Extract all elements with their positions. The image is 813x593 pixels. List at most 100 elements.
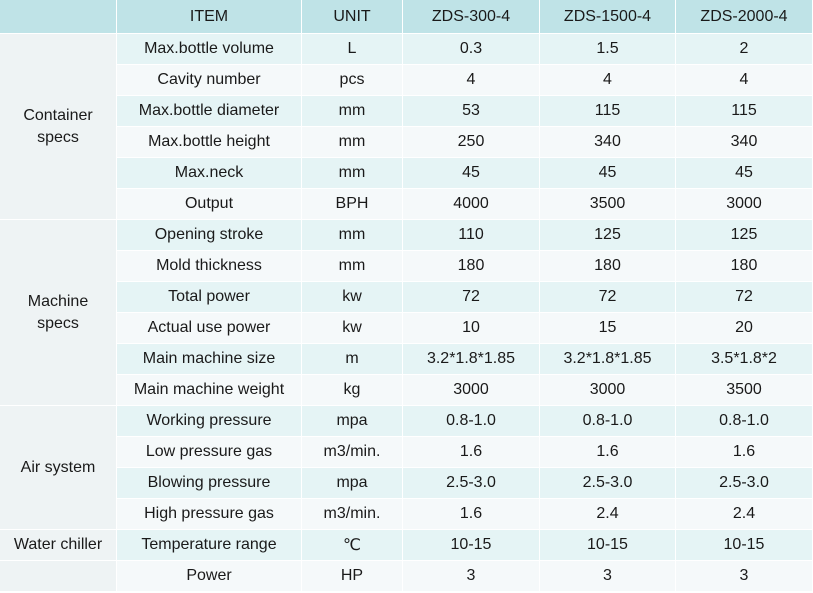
- table-row: Mold thickness mm 180 180 180: [0, 251, 813, 282]
- value-cell: 115: [676, 96, 813, 127]
- unit-cell: mpa: [302, 406, 403, 437]
- unit-cell: mm: [302, 220, 403, 251]
- unit-cell: L: [302, 34, 403, 65]
- value-cell: 180: [676, 251, 813, 282]
- value-cell: 3: [403, 561, 540, 592]
- header-model: ZDS-1500-4: [540, 0, 676, 34]
- item-cell: Mold thickness: [117, 251, 302, 282]
- unit-cell: ℃: [302, 530, 403, 561]
- value-cell: 0.8-1.0: [676, 406, 813, 437]
- table-row: Machine specs Opening stroke mm 110 125 125: [0, 220, 813, 406]
- value-cell: 3000: [403, 375, 540, 406]
- value-cell: 0.8-1.0: [540, 406, 676, 437]
- table-row: Container specs Max.bottle volume L 0.3 1.5 2: [0, 34, 813, 220]
- value-cell: 4: [676, 65, 813, 96]
- value-cell: 3.2*1.8*1.85: [540, 344, 676, 375]
- value-cell: 45: [676, 158, 813, 189]
- unit-cell: kw: [302, 313, 403, 344]
- header-item: ITEM: [117, 0, 302, 34]
- unit-cell: pcs: [302, 65, 403, 96]
- value-cell: 15: [540, 313, 676, 344]
- value-cell: 3: [540, 561, 676, 592]
- group-label-line: specs: [37, 128, 79, 146]
- value-cell: 4000: [403, 189, 540, 220]
- value-cell: 180: [540, 251, 676, 282]
- value-cell: 125: [540, 220, 676, 251]
- item-cell: Actual use power: [117, 313, 302, 344]
- value-cell: 1.6: [676, 437, 813, 468]
- table-body: Container specs Max.bottle volume L 0.3 1.5 2 C…: [0, 34, 813, 592]
- value-cell: 4: [540, 65, 676, 96]
- value-cell: 1.6: [540, 437, 676, 468]
- value-cell: 72: [403, 282, 540, 313]
- table-row: Max.bottle diameter mm 53 115 115: [0, 96, 813, 127]
- value-cell: 10-15: [540, 530, 676, 561]
- unit-cell: kw: [302, 282, 403, 313]
- table-row: Power HP 3 3 3: [0, 561, 813, 592]
- group-label-line: specs: [37, 314, 79, 332]
- item-cell: Temperature range: [117, 530, 302, 561]
- value-cell: 115: [540, 96, 676, 127]
- value-cell: 10-15: [676, 530, 813, 561]
- value-cell: 3: [676, 561, 813, 592]
- value-cell: 125: [676, 220, 813, 251]
- value-cell: 340: [540, 127, 676, 158]
- value-cell: 1.6: [403, 437, 540, 468]
- item-cell: Max.bottle volume: [117, 34, 302, 65]
- value-cell: 53: [403, 96, 540, 127]
- value-cell: 0.8-1.0: [403, 406, 540, 437]
- group-label-empty: [0, 561, 117, 592]
- group-label: Air system: [0, 406, 117, 530]
- group-label: Machine specs: [0, 220, 117, 406]
- value-cell: 2.4: [676, 499, 813, 530]
- item-cell: Max.neck: [117, 158, 302, 189]
- item-cell: Max.bottle diameter: [117, 96, 302, 127]
- unit-cell: m: [302, 344, 403, 375]
- unit-cell: mm: [302, 251, 403, 282]
- value-cell: 110: [403, 220, 540, 251]
- table-row: Total power kw 72 72 72: [0, 282, 813, 313]
- group-label-line: Water chiller: [13, 536, 103, 553]
- value-cell: 340: [676, 127, 813, 158]
- value-cell: 3000: [540, 375, 676, 406]
- table-row: Low pressure gas m3/min. 1.6 1.6 1.6: [0, 437, 813, 468]
- value-cell: 3500: [676, 375, 813, 406]
- value-cell: 250: [403, 127, 540, 158]
- value-cell: 2.5-3.0: [540, 468, 676, 499]
- value-cell: 10-15: [403, 530, 540, 561]
- unit-cell: m3/min.: [302, 499, 403, 530]
- value-cell: 72: [676, 282, 813, 313]
- unit-cell: kg: [302, 375, 403, 406]
- group-label-line: Machine: [27, 292, 89, 310]
- table-row: Blowing pressure mpa 2.5-3.0 2.5-3.0 2.5-3.0: [0, 468, 813, 499]
- value-cell: 3000: [676, 189, 813, 220]
- table-row: Water chiller Temperature range ℃ 10-15 10-1…: [0, 530, 813, 561]
- unit-cell: m3/min.: [302, 437, 403, 468]
- header-unit: UNIT: [302, 0, 403, 34]
- value-cell: 1.5: [540, 34, 676, 65]
- item-cell: Output: [117, 189, 302, 220]
- value-cell: 45: [540, 158, 676, 189]
- value-cell: 3.5*1.8*2: [676, 344, 813, 375]
- value-cell: 45: [403, 158, 540, 189]
- item-cell: Max.bottle height: [117, 127, 302, 158]
- item-cell: Low pressure gas: [117, 437, 302, 468]
- value-cell: 2.4: [540, 499, 676, 530]
- table-row: High pressure gas m3/min. 1.6 2.4 2.4: [0, 499, 813, 530]
- table-row: Cavity number pcs 4 4 4: [0, 65, 813, 96]
- table-row: Main machine size m 3.2*1.8*1.85 3.2*1.8*1.…: [0, 344, 813, 375]
- item-cell: Main machine size: [117, 344, 302, 375]
- table-row: Main machine weight kg 3000 3000 3500: [0, 375, 813, 406]
- unit-cell: mm: [302, 127, 403, 158]
- value-cell: 0.3: [403, 34, 540, 65]
- value-cell: 180: [403, 251, 540, 282]
- group-label: Water chiller: [0, 530, 117, 561]
- value-cell: 10: [403, 313, 540, 344]
- header-group: [0, 0, 117, 34]
- table-row: Air system Working pressure mpa 0.8-1.0 0.8-…: [0, 406, 813, 530]
- table-row: Max.bottle height mm 250 340 340: [0, 127, 813, 158]
- item-cell: Opening stroke: [117, 220, 302, 251]
- item-cell: Blowing pressure: [117, 468, 302, 499]
- unit-cell: mm: [302, 96, 403, 127]
